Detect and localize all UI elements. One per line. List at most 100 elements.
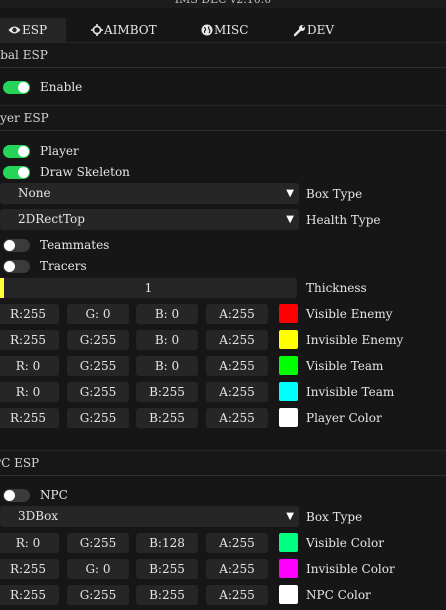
red-channel-input[interactable]: R:255 xyxy=(0,330,59,350)
tab-esp[interactable]: ESP xyxy=(0,18,66,42)
green-channel-input[interactable]: G: 0 xyxy=(67,304,129,324)
alpha-channel-input[interactable]: A:255 xyxy=(206,382,268,402)
color-label: Invisible Team xyxy=(306,385,395,399)
health-type-value: 2DRectTop xyxy=(18,212,85,226)
blue-channel-input[interactable]: B: 0 xyxy=(136,330,198,350)
teammates-row[interactable]: Teammates xyxy=(0,234,446,256)
npc-label: NPC xyxy=(40,488,68,502)
slider-grab[interactable] xyxy=(0,278,4,298)
enable-row[interactable]: Enable xyxy=(0,76,446,98)
box-type-select[interactable]: None ▼ xyxy=(0,183,299,204)
blue-channel-input[interactable]: B:128 xyxy=(136,533,198,553)
section-player-esp: ayer ESP xyxy=(0,105,446,131)
red-channel-input[interactable]: R: 0 xyxy=(0,533,59,553)
tab-label: DEV xyxy=(307,23,335,37)
thickness-slider[interactable]: 1 xyxy=(0,278,297,298)
blue-channel-input[interactable]: B:255 xyxy=(136,559,198,579)
teammates-toggle[interactable] xyxy=(3,239,30,252)
blue-channel-input[interactable]: B:255 xyxy=(136,408,198,428)
green-channel-input[interactable]: G:255 xyxy=(67,382,129,402)
npc-toggle[interactable] xyxy=(3,489,30,502)
crosshair-icon xyxy=(91,24,103,36)
green-channel-input[interactable]: G:255 xyxy=(67,533,129,553)
window-title: IMS DEC v2.10.0 xyxy=(0,0,446,8)
red-channel-input[interactable]: R: 0 xyxy=(0,356,59,376)
red-channel-input[interactable]: R: 0 xyxy=(0,382,59,402)
green-channel-input[interactable]: G:255 xyxy=(67,408,129,428)
color-label: Visible Team xyxy=(306,359,384,373)
color-label: Visible Enemy xyxy=(306,307,393,321)
section-global-esp: obal ESP xyxy=(0,42,446,68)
player-toggle[interactable] xyxy=(3,145,30,158)
npc-row[interactable]: NPC xyxy=(0,484,446,506)
tracers-label: Tracers xyxy=(40,259,87,273)
green-channel-input[interactable]: G: 0 xyxy=(67,559,129,579)
color-swatch[interactable] xyxy=(279,559,298,578)
color-row-invisible-enemy: R:255 G:255 B: 0 A:255 Invisible Enemy xyxy=(0,330,446,352)
color-swatch[interactable] xyxy=(279,304,298,323)
alpha-channel-input[interactable]: A:255 xyxy=(206,408,268,428)
tab-aimbot[interactable]: AIMBOT xyxy=(91,18,157,42)
health-type-select[interactable]: 2DRectTop ▼ xyxy=(0,209,299,230)
blue-channel-input[interactable]: B:255 xyxy=(136,382,198,402)
color-swatch[interactable] xyxy=(279,585,298,604)
thickness-label: Thickness xyxy=(306,281,367,295)
player-label: Player xyxy=(40,144,79,158)
color-swatch[interactable] xyxy=(279,533,298,552)
tab-label: ESP xyxy=(22,23,48,37)
alpha-channel-input[interactable]: A:255 xyxy=(206,559,268,579)
green-channel-input[interactable]: G:255 xyxy=(67,330,129,350)
tab-label: MISC xyxy=(214,23,249,37)
color-label: Visible Color xyxy=(306,536,384,550)
color-label: Player Color xyxy=(306,411,382,425)
alpha-channel-input[interactable]: A:255 xyxy=(206,533,268,553)
draw-skeleton-row[interactable]: Draw Skeleton xyxy=(0,161,446,183)
section-npc-esp: PC ESP xyxy=(0,450,446,476)
color-row-npc-invisible: R:255 G: 0 B:255 A:255 Invisible Color xyxy=(0,559,446,581)
color-row-player-color: R:255 G:255 B:255 A:255 Player Color xyxy=(0,408,446,430)
red-channel-input[interactable]: R:255 xyxy=(0,585,59,605)
player-row[interactable]: Player xyxy=(0,140,446,162)
tracers-row[interactable]: Tracers xyxy=(0,255,446,277)
section-title: ayer ESP xyxy=(0,111,49,125)
thickness-value: 1 xyxy=(144,281,153,295)
color-swatch[interactable] xyxy=(279,330,298,349)
section-title: PC ESP xyxy=(0,456,40,470)
red-channel-input[interactable]: R:255 xyxy=(0,408,59,428)
draw-skeleton-toggle[interactable] xyxy=(3,166,30,179)
tab-bar: ESP AIMBOT MISC DEV xyxy=(0,18,446,42)
dropdown-arrow-icon: ▼ xyxy=(286,188,294,199)
globe-icon xyxy=(201,24,213,36)
enable-label: Enable xyxy=(40,80,83,94)
color-swatch[interactable] xyxy=(279,382,298,401)
color-label: Invisible Color xyxy=(306,562,395,576)
alpha-channel-input[interactable]: A:255 xyxy=(206,304,268,324)
blue-channel-input[interactable]: B: 0 xyxy=(136,304,198,324)
alpha-channel-input[interactable]: A:255 xyxy=(206,585,268,605)
blue-channel-input[interactable]: B: 0 xyxy=(136,356,198,376)
draw-skeleton-label: Draw Skeleton xyxy=(40,165,130,179)
enable-toggle[interactable] xyxy=(3,81,30,94)
color-swatch[interactable] xyxy=(279,408,298,427)
green-channel-input[interactable]: G:255 xyxy=(67,356,129,376)
color-row-invisible-team: R: 0 G:255 B:255 A:255 Invisible Team xyxy=(0,382,446,404)
color-swatch[interactable] xyxy=(279,356,298,375)
alpha-channel-input[interactable]: A:255 xyxy=(206,356,268,376)
blue-channel-input[interactable]: B:255 xyxy=(136,585,198,605)
box-type-label: Box Type xyxy=(306,187,363,201)
color-row-visible-team: R: 0 G:255 B: 0 A:255 Visible Team xyxy=(0,356,446,378)
teammates-label: Teammates xyxy=(40,238,110,252)
color-row-visible-enemy: R:255 G: 0 B: 0 A:255 Visible Enemy xyxy=(0,304,446,326)
color-row-npc-color: R:255 G:255 B:255 A:255 NPC Color xyxy=(0,585,446,607)
npc-box-type-select[interactable]: 3DBox ▼ xyxy=(0,506,299,527)
red-channel-input[interactable]: R:255 xyxy=(0,559,59,579)
tab-misc[interactable]: MISC xyxy=(201,18,248,42)
alpha-channel-input[interactable]: A:255 xyxy=(206,330,268,350)
tab-dev[interactable]: DEV xyxy=(293,18,334,42)
green-channel-input[interactable]: G:255 xyxy=(67,585,129,605)
dropdown-arrow-icon: ▼ xyxy=(286,511,294,522)
color-label: NPC Color xyxy=(306,588,371,602)
tracers-toggle[interactable] xyxy=(3,260,30,273)
tab-label: AIMBOT xyxy=(104,23,157,37)
red-channel-input[interactable]: R:255 xyxy=(0,304,59,324)
